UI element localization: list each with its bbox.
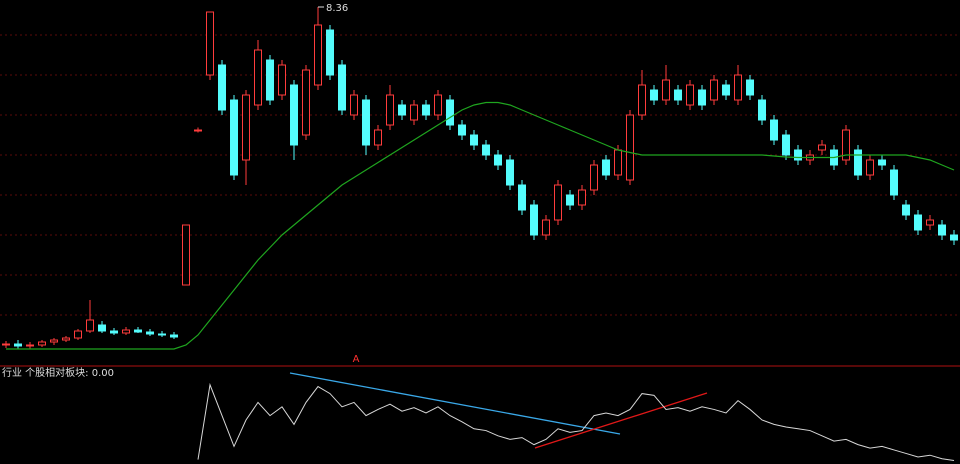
- candle-body: [434, 94, 442, 116]
- candle-body: [734, 74, 742, 101]
- candle-body: [950, 234, 958, 241]
- candle-body: [866, 159, 874, 176]
- marker-label: A: [353, 354, 360, 365]
- candle-body: [242, 94, 250, 161]
- candle-body: [302, 69, 310, 136]
- indicator-line: [197, 382, 955, 461]
- candle-body: [122, 329, 130, 334]
- candle-body: [146, 331, 154, 335]
- candle-body: [770, 119, 778, 141]
- candle-body: [674, 89, 682, 101]
- candle-body: [26, 344, 34, 347]
- candle-body: [794, 149, 802, 161]
- candle-body: [626, 114, 634, 181]
- candle-body: [338, 64, 346, 111]
- candle-body: [890, 169, 898, 196]
- candle-body: [326, 29, 334, 76]
- candle-body: [290, 84, 298, 146]
- candle-body: [746, 79, 754, 96]
- candle-body: [878, 159, 886, 166]
- candle-body: [206, 11, 214, 76]
- candle-body: [842, 129, 850, 161]
- candle-body: [758, 99, 766, 121]
- candle-body: [14, 343, 22, 347]
- candle-body: [482, 144, 490, 156]
- candle-body: [38, 341, 46, 346]
- candle-body: [134, 329, 142, 333]
- candle-body: [722, 84, 730, 96]
- candle-body: [914, 214, 922, 231]
- candle-body: [350, 94, 358, 116]
- candle-body: [422, 104, 430, 116]
- candle-body: [686, 84, 694, 106]
- candle-body: [314, 24, 322, 86]
- candle-body: [158, 333, 166, 336]
- high-label: 8.36: [326, 3, 348, 14]
- candle-body: [446, 99, 454, 126]
- candle-body: [254, 49, 262, 106]
- candle-body: [410, 104, 418, 121]
- candle-body: [230, 99, 238, 176]
- candle-body: [518, 184, 526, 211]
- candle-body: [470, 134, 478, 146]
- candle-body: [218, 64, 226, 111]
- candle-body: [938, 224, 946, 236]
- candle-body: [194, 129, 202, 132]
- candle-body: [854, 149, 862, 176]
- candle-body: [542, 219, 550, 236]
- candle-body: [278, 64, 286, 96]
- candle-body: [50, 339, 58, 343]
- candle-body: [170, 334, 178, 338]
- candle-body: [386, 94, 394, 126]
- moving-average: [6, 101, 955, 350]
- candle-body: [578, 189, 586, 206]
- candle-body: [662, 79, 670, 101]
- candle-body: [602, 159, 610, 176]
- candle-body: [458, 124, 466, 136]
- candle-body: [62, 337, 70, 341]
- candle-body: [182, 224, 190, 286]
- candle-body: [362, 99, 370, 146]
- candle-body: [614, 149, 622, 176]
- candle-body: [494, 154, 502, 166]
- candle-body: [566, 194, 574, 206]
- candle-body: [698, 89, 706, 106]
- candle-body: [98, 324, 106, 332]
- candle-body: [506, 159, 514, 186]
- trend-line-down: [289, 372, 621, 435]
- candle-body: [590, 164, 598, 191]
- trend-line-up: [534, 392, 708, 449]
- indicator-label: 行业 个股相对板块: 0.00: [2, 366, 114, 379]
- candle-body: [710, 79, 718, 101]
- candle-body: [398, 104, 406, 116]
- candle-body: [902, 204, 910, 216]
- candle-body: [530, 204, 538, 236]
- candle-body: [650, 89, 658, 101]
- candle-body: [374, 129, 382, 146]
- candle-body: [110, 330, 118, 334]
- candle-body: [638, 84, 646, 116]
- candle-body: [266, 59, 274, 101]
- candle-body: [818, 144, 826, 151]
- candle-body: [86, 319, 94, 332]
- candle-body: [782, 134, 790, 156]
- candle-body: [554, 184, 562, 221]
- candle-body: [74, 330, 82, 339]
- candle-body: [926, 219, 934, 226]
- candle-body: [2, 343, 10, 346]
